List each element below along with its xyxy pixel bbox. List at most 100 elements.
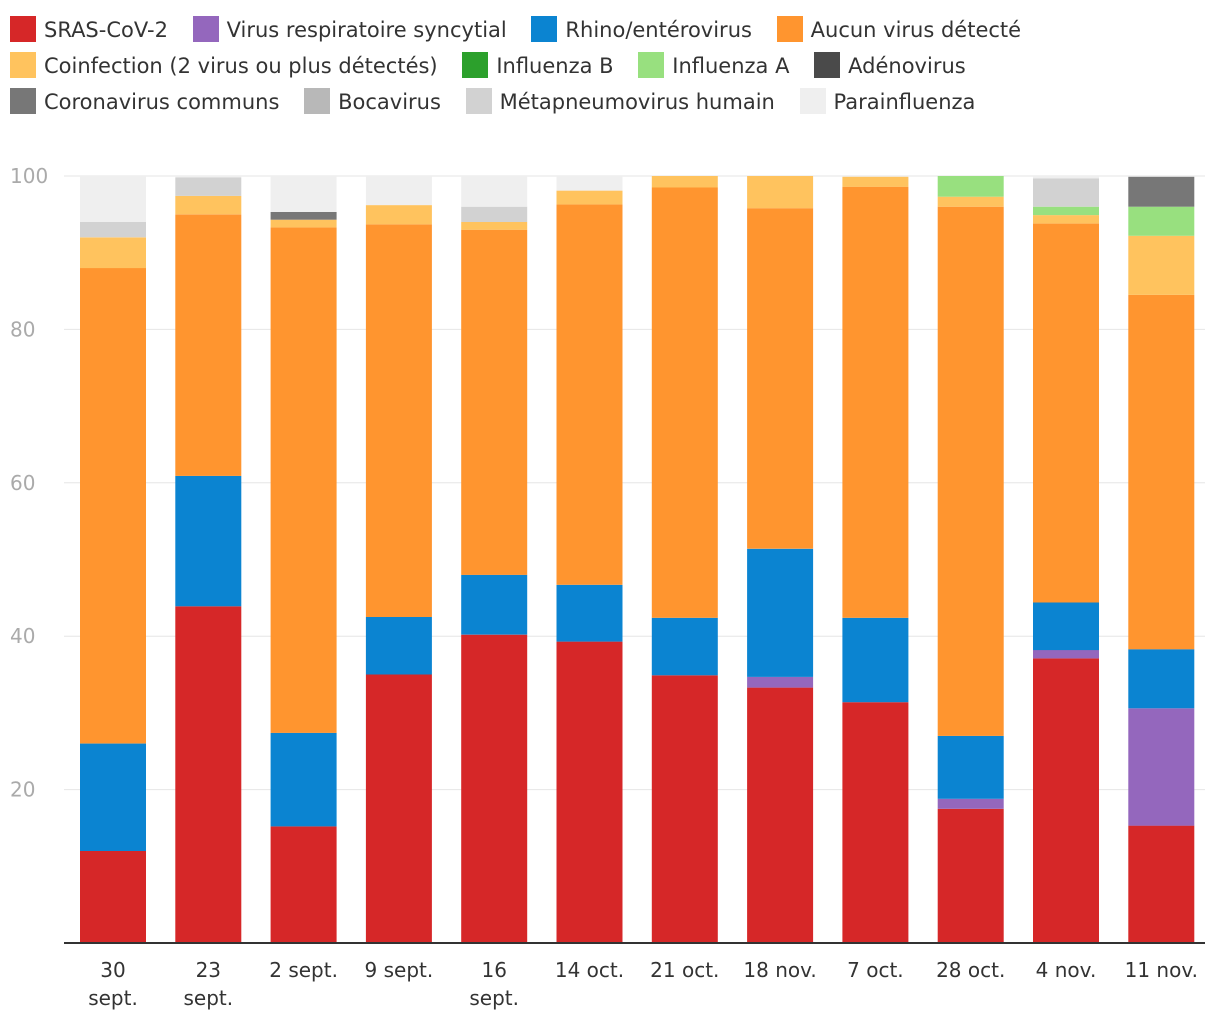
legend-swatch — [465, 88, 492, 114]
bar-segment — [80, 268, 146, 744]
bar-segment — [461, 206, 528, 222]
bar-segment — [270, 219, 337, 228]
x-tick-label: 14 oct. — [555, 958, 624, 982]
x-tick-label: 11 nov. — [1125, 958, 1198, 982]
legend-item: Métapneumovirus humain — [465, 84, 775, 120]
bar-segment — [175, 606, 242, 943]
legend-swatch — [192, 16, 219, 42]
legend-swatch — [799, 88, 826, 114]
bar-segment — [1128, 708, 1195, 826]
bar-segment — [937, 808, 1004, 943]
bar-segment — [1033, 176, 1099, 179]
x-tick-label: 7 oct. — [847, 958, 904, 982]
bar-segment — [270, 826, 337, 943]
x-tick-label: 28 oct. — [936, 958, 1005, 982]
bar-segment — [175, 475, 242, 607]
bar-segment — [747, 548, 814, 677]
y-tick-label: 40 — [10, 624, 35, 648]
bar-segment — [175, 177, 242, 196]
legend-swatch — [531, 16, 558, 42]
y-tick-label: 100 — [10, 164, 48, 188]
bar-segment — [747, 676, 814, 688]
bar-segment — [1128, 825, 1195, 943]
legend-item: SRAS-CoV-2 — [10, 12, 168, 48]
legend-swatch — [10, 88, 36, 114]
bar-segment — [175, 176, 242, 178]
bar-segment — [842, 176, 909, 187]
bar-segment — [365, 617, 432, 675]
bar-segment — [1033, 215, 1099, 224]
y-tick-label: 20 — [10, 778, 35, 802]
legend-label: Influenza B — [496, 54, 614, 78]
bar-segment — [80, 222, 146, 238]
bar-segment — [461, 222, 528, 230]
legend-label: Influenza A — [672, 54, 790, 78]
legend-swatch — [638, 52, 665, 78]
bar-segment — [1128, 294, 1195, 650]
bar-segment — [80, 176, 146, 222]
bar-segment — [270, 212, 337, 220]
bar-segment — [651, 617, 718, 676]
grid-layer — [64, 175, 1205, 791]
bar-segment — [937, 798, 1004, 809]
bar-segment — [937, 176, 1004, 197]
bar-segment — [842, 702, 909, 943]
bar-segment — [365, 205, 432, 225]
bar-segment — [651, 675, 718, 943]
bar-segment — [747, 208, 814, 549]
bar-segment — [80, 743, 146, 851]
bar-segment — [80, 237, 146, 269]
bar-segment — [556, 204, 623, 585]
x-tick-label: sept. — [183, 986, 233, 1010]
bar-segment — [270, 732, 337, 827]
legend-item: Influenza B — [462, 48, 614, 84]
legend-swatch — [776, 16, 803, 42]
bar-segment — [937, 206, 1004, 736]
bar-segment — [1033, 178, 1099, 207]
bar-segment — [1128, 176, 1195, 207]
legend-swatch — [304, 88, 331, 114]
axis-layer: 20 40 60 80 100 30 sept. 23 sept. 2 sept. 9 sept. 1… — [10, 164, 1205, 1010]
legend-label: Coronavirus communs — [44, 90, 280, 114]
bar-segment — [1128, 235, 1195, 295]
bar-segment — [461, 229, 528, 575]
x-tick-label: sept. — [469, 986, 519, 1010]
bar-segment — [842, 617, 909, 703]
bar-segment — [461, 176, 528, 207]
x-tick-label: 16 — [481, 958, 506, 982]
legend-item: Aucun virus détecté — [776, 12, 1022, 48]
legend-label: Aucun virus détecté — [810, 18, 1022, 42]
bar-segment — [365, 674, 432, 943]
legend-label: Adénovirus — [848, 54, 966, 78]
x-tick-label: 18 nov. — [743, 958, 816, 982]
legend-label: Bocavirus — [338, 90, 441, 114]
x-tick-label: 4 nov. — [1036, 958, 1097, 982]
bar-segment — [175, 214, 242, 476]
legend: SRAS-CoV-2 Virus respiratoire syncytial … — [10, 12, 1210, 120]
bar-segment — [80, 851, 146, 943]
legend-item: Coronavirus communs — [10, 84, 279, 120]
legend-item: Virus respiratoire syncytial — [192, 12, 507, 48]
legend-swatch — [10, 16, 36, 42]
bar-segment — [747, 176, 814, 209]
bar-segment — [556, 641, 623, 943]
bar-segment — [937, 196, 1004, 207]
bar-segment — [365, 224, 432, 618]
bar-segment — [461, 574, 528, 635]
bar-segment — [651, 176, 718, 188]
y-tick-label: 80 — [10, 317, 35, 341]
legend-label: Rhino/entérovirus — [565, 18, 752, 42]
x-tick-label: 2 sept. — [269, 958, 338, 982]
legend-item: Coinfection (2 virus ou plus détectés) — [10, 48, 438, 84]
legend-item: Rhino/entérovirus — [531, 12, 752, 48]
x-tick-label: 9 sept. — [365, 958, 434, 982]
legend-item: Bocavirus — [304, 84, 441, 120]
legend-label: SRAS-CoV-2 — [44, 18, 168, 42]
legend-swatch — [462, 52, 489, 78]
bar-segment — [556, 190, 623, 205]
legend-swatch — [10, 52, 36, 78]
bar-segment — [1033, 650, 1099, 659]
bar-segment — [747, 687, 814, 943]
